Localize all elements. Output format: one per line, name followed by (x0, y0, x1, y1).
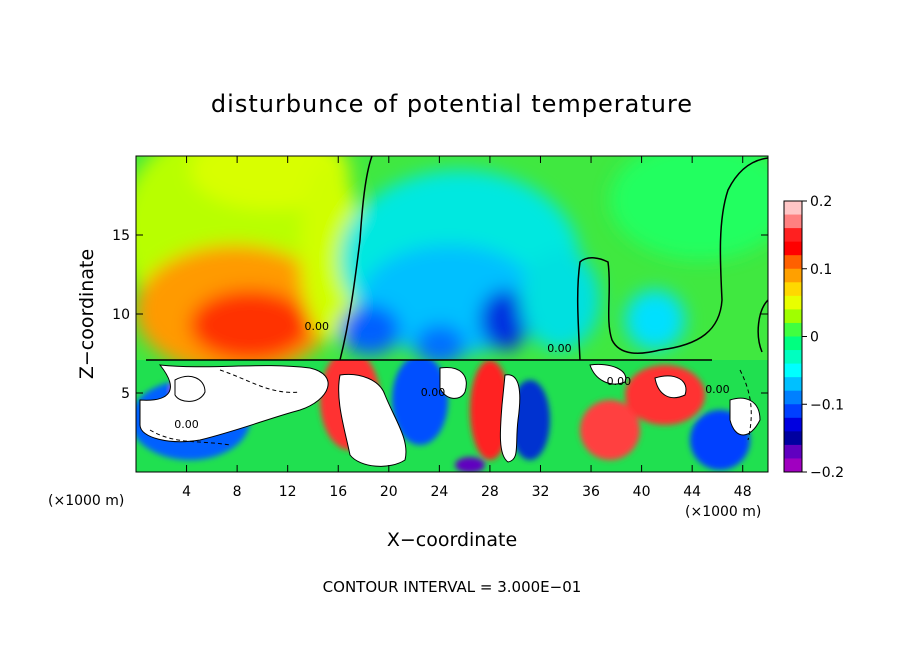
contour-label-4: 0.00 (607, 375, 632, 388)
colorbar-swatch-16 (784, 417, 802, 432)
x-tick-label-6: 28 (481, 484, 499, 500)
x-unit-label-right: (×1000 m) (685, 504, 761, 520)
colorbar-swatch-4 (784, 255, 802, 270)
blob-blue-1 (340, 305, 400, 355)
x-tick-label-3: 16 (329, 484, 347, 500)
colorbar-swatch-0 (784, 201, 802, 216)
colorbar-swatch-2 (784, 228, 802, 243)
colorbar-swatch-10 (784, 336, 802, 351)
contour-label-0: 0.00 (305, 320, 330, 333)
colorbar-swatch-7 (784, 295, 802, 310)
colorbar-swatch-13 (784, 377, 802, 392)
x-tick-label-8: 36 (582, 484, 600, 500)
x-axis: 4 8 12 16 20 24 28 32 36 40 44 48 (182, 156, 752, 500)
blob-blue-3 (415, 325, 465, 360)
chart-title: disturbunce of potential temperature (211, 90, 693, 118)
colorbar-tick-label-3: −0.1 (810, 397, 844, 413)
contour-label-5: 0.00 (705, 383, 730, 396)
colorbar-swatch-17 (784, 431, 802, 446)
colorbar-swatch-14 (784, 390, 802, 405)
colorbar-swatches (784, 201, 802, 473)
x-tick-label-5: 24 (430, 484, 448, 500)
x-tick-label-4: 20 (380, 484, 398, 500)
contour-labels: 0.00 0.00 0.00 0.00 0.00 0.00 (174, 320, 729, 431)
x-tick-label-10: 44 (683, 484, 701, 500)
colorbar-tick-label-2: 0 (810, 330, 819, 346)
colorbar-swatch-15 (784, 404, 802, 419)
colorbar-swatch-9 (784, 322, 802, 337)
colorbar-tick-label-4: −0.2 (810, 465, 844, 481)
y-tick-label-2: 15 (112, 228, 130, 244)
blob-low-blue-2 (392, 360, 448, 445)
blob-yellow-band (300, 160, 360, 340)
x-tick-label-0: 4 (182, 484, 191, 500)
blob-low-purple (455, 457, 485, 472)
blob-red-left (190, 290, 310, 360)
white-patches (139, 363, 761, 467)
y-tick-label-0: 5 (121, 386, 130, 402)
x-tick-label-9: 40 (633, 484, 651, 500)
colorbar-swatch-5 (784, 268, 802, 283)
blob-low-red-4 (580, 400, 640, 460)
colorbar-tick-label-0: 0.2 (810, 194, 832, 210)
colorbar-ticks: 0.2 0.1 0 −0.1 −0.2 (802, 194, 844, 481)
x-tick-label-1: 8 (233, 484, 242, 500)
contour-label-3: 0.00 (547, 342, 572, 355)
y-axis: 5 10 15 (112, 228, 768, 402)
colorbar-swatch-8 (784, 309, 802, 324)
contour-label-1: 0.00 (174, 418, 199, 431)
lower-field (136, 360, 768, 472)
x-tick-label-2: 12 (279, 484, 297, 500)
colorbar-swatch-19 (784, 458, 802, 473)
upper-field (136, 156, 768, 360)
colorbar-swatch-3 (784, 241, 802, 256)
colorbar-swatch-18 (784, 444, 802, 459)
colorbar-swatch-11 (784, 350, 802, 365)
colorbar: 0.2 0.1 0 −0.1 −0.2 (783, 194, 844, 481)
low-dashed-contours (149, 369, 752, 446)
contour-interval-note: CONTOUR INTERVAL = 3.000E−01 (323, 578, 582, 596)
x-unit-label-left: (×1000 m) (48, 493, 124, 509)
x-tick-label-11: 48 (734, 484, 752, 500)
blob-green-top (610, 156, 768, 260)
colorbar-swatch-12 (784, 363, 802, 378)
colorbar-swatch-1 (784, 214, 802, 229)
blob-blue-2 (480, 290, 530, 350)
zero-contours (146, 156, 768, 361)
x-tick-label-7: 32 (532, 484, 550, 500)
x-axis-label: X−coordinate (387, 529, 517, 551)
y-tick-label-1: 10 (112, 307, 130, 323)
contour-label-2: 0.00 (421, 386, 446, 399)
colorbar-swatch-6 (784, 282, 802, 297)
blob-cyan-right (520, 250, 600, 350)
plot-area: 0.000.000.000.000.000.00 4 8 12 16 20 24 28 32 3… (112, 155, 769, 500)
colorbar-tick-label-1: 0.1 (810, 262, 832, 278)
blob-cyan-far (625, 290, 685, 350)
y-axis-label: Z−coordinate (76, 249, 98, 379)
